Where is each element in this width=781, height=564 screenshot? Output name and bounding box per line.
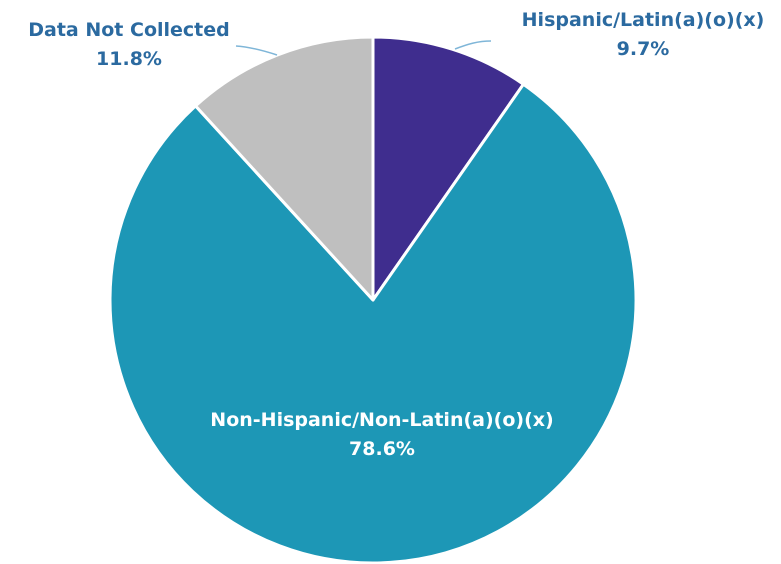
- pie-slices: [108, 35, 638, 564]
- leader-line-data-not-collected: [235, 45, 278, 56]
- pie-slice-non-hispanic-non-latin-a-o-x: [108, 82, 638, 564]
- leader-line-hispanic-latin-a-o-x: [454, 40, 492, 50]
- slice-label-hispanic-latin-a-o-x: Hispanic/Latin(a)(o)(x): [522, 9, 765, 31]
- slice-value-data-not-collected: 11.8%: [96, 48, 162, 70]
- pie-slice-hispanic-latin-a-o-x: [371, 35, 525, 302]
- leader-lines: [235, 40, 492, 56]
- slice-label-non-hispanic-non-latin-a-o-x: Non-Hispanic/Non-Latin(a)(o)(x): [210, 409, 553, 431]
- slice-labels: Hispanic/Latin(a)(o)(x) 9.7% Non-Hispanic/…: [28, 9, 764, 460]
- slice-label-data-not-collected: Data Not Collected: [28, 19, 230, 41]
- slice-value-non-hispanic-non-latin-a-o-x: 78.6%: [349, 438, 415, 460]
- slice-value-hispanic-latin-a-o-x: 9.7%: [617, 38, 670, 60]
- pie-slice-data-not-collected: [194, 35, 375, 302]
